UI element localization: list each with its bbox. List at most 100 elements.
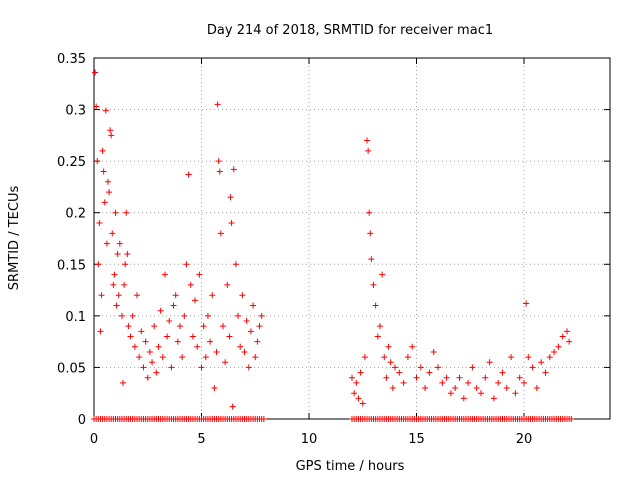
data-point (564, 328, 570, 335)
data-point (413, 374, 420, 381)
x-tick-label: 15 (408, 432, 425, 447)
data-point (435, 364, 441, 371)
data-point (179, 354, 186, 361)
data-point (235, 312, 242, 319)
data-point (499, 369, 506, 376)
data-point (142, 338, 149, 345)
data-point (166, 318, 173, 325)
data-point (116, 240, 123, 247)
data-point (174, 338, 181, 345)
data-point (551, 348, 558, 355)
data-point (98, 292, 105, 299)
data-point (247, 328, 254, 335)
data-point (447, 390, 454, 397)
y-tick-label: 0.05 (57, 361, 86, 376)
data-point (100, 168, 107, 175)
data-point (159, 354, 166, 361)
data-point (115, 292, 122, 299)
data-point (107, 127, 114, 134)
data-point (392, 364, 398, 371)
grid (94, 58, 610, 419)
data-point (460, 395, 467, 402)
data-point (227, 194, 234, 201)
data-point (478, 390, 484, 397)
data-point (237, 343, 244, 350)
data-point (222, 359, 229, 366)
data-point (525, 354, 532, 361)
data-point (374, 333, 381, 340)
data-point (239, 292, 246, 299)
data-point (226, 333, 233, 340)
data-point (196, 271, 203, 278)
data-point (96, 220, 103, 227)
data-point (157, 307, 164, 314)
data-point (172, 292, 179, 299)
data-point (181, 312, 188, 319)
data-point (200, 323, 207, 330)
data-point (134, 292, 140, 299)
data-point (211, 385, 218, 392)
data-point (385, 343, 392, 350)
data-point (364, 137, 371, 144)
data-point (92, 69, 99, 76)
data-point (122, 261, 129, 268)
y-tick-label: 0.3 (65, 104, 86, 119)
data-point (365, 147, 372, 154)
data-point (161, 271, 168, 278)
data-point (185, 171, 192, 178)
data-point (430, 348, 437, 355)
data-point (109, 230, 116, 237)
data-point (168, 364, 175, 371)
data-point (209, 292, 216, 299)
zero-data-point (568, 416, 575, 422)
data-point (104, 178, 111, 185)
data-point (217, 230, 224, 237)
data-point (465, 379, 472, 386)
data-point (113, 302, 120, 309)
data-point (387, 359, 394, 366)
data-point (383, 374, 390, 381)
data-point (164, 333, 171, 340)
data-point (103, 240, 110, 247)
data-point (469, 364, 476, 371)
zero-data-point (260, 416, 267, 422)
data-point (439, 379, 446, 386)
y-tick-label: 0.1 (65, 310, 86, 325)
data-point (216, 168, 223, 175)
data-point (370, 281, 377, 288)
data-point (228, 220, 235, 227)
data-point (124, 250, 131, 257)
data-point (198, 364, 205, 371)
data-point (97, 328, 104, 335)
data-point (359, 400, 366, 407)
y-axis-label: SRMTID / TECUs (7, 186, 22, 291)
data-point (189, 333, 196, 340)
data-point (490, 395, 497, 402)
data-point (355, 395, 362, 402)
data-point (204, 312, 211, 319)
data-point (379, 271, 386, 278)
data-point (566, 338, 573, 345)
data-point (250, 302, 257, 309)
data-point (361, 354, 368, 361)
data-point (202, 354, 209, 361)
data-point (131, 343, 138, 350)
data-point (112, 209, 119, 216)
data-point (155, 343, 162, 350)
data-point (94, 158, 101, 165)
y-tick-label: 0.15 (57, 258, 86, 273)
data-point (523, 300, 530, 307)
data-point (151, 323, 158, 330)
data-point (495, 379, 502, 386)
data-point (404, 354, 411, 361)
data-point (111, 271, 118, 278)
data-point (114, 250, 121, 257)
data-point (400, 379, 407, 386)
data-point (106, 189, 113, 196)
data-point (372, 302, 379, 309)
data-point (389, 385, 396, 392)
data-point (215, 158, 222, 165)
y-tick-label: 0.2 (65, 207, 86, 222)
data-point (473, 385, 480, 392)
